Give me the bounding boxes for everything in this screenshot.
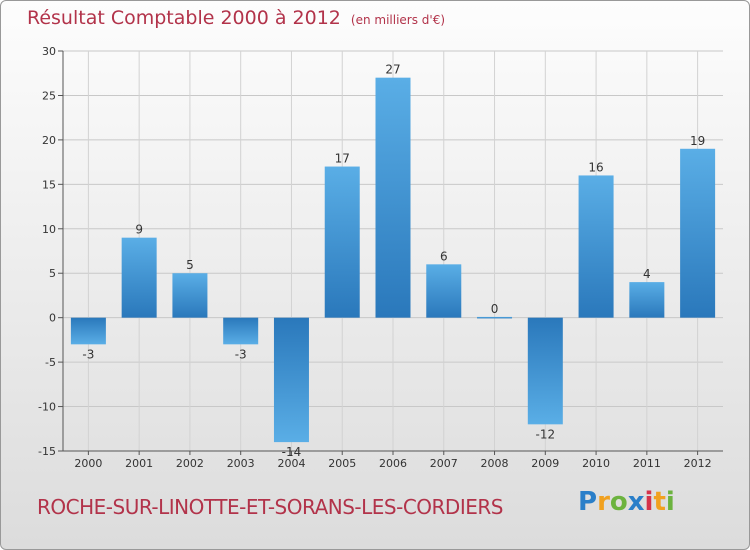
x-tick-label: 2000 <box>74 457 102 470</box>
data-label-2004: -14 <box>282 445 302 459</box>
chart-unit: (en milliers d'€) <box>350 13 446 27</box>
x-tick-label: 2005 <box>328 457 356 470</box>
bar-2009 <box>527 317 563 425</box>
data-label-2010: 16 <box>588 160 603 174</box>
commune-name: ROCHE-SUR-LINOTTE-ET-SORANS-LES-CORDIERS <box>37 495 503 519</box>
y-tick-label: 20 <box>42 134 56 147</box>
data-label-2008: 0 <box>491 302 499 316</box>
bar-2001 <box>121 237 157 318</box>
y-tick-label: 5 <box>49 267 56 280</box>
data-label-2005: 17 <box>335 152 350 166</box>
data-label-2011: 4 <box>643 267 651 281</box>
logo-letter: o <box>609 487 628 517</box>
bar-2000 <box>70 317 106 345</box>
labels-group: -3 9 5 -3 -14 17 27 6 0 -12 16 4 19 <box>82 63 705 459</box>
logo-letter: P <box>578 487 598 517</box>
logo-letter: i <box>644 487 654 517</box>
y-tick-label: 25 <box>42 89 56 102</box>
y-tick-label: 15 <box>42 178 56 191</box>
bars-group <box>70 77 716 443</box>
bar-2012 <box>680 148 716 318</box>
data-label-2009: -12 <box>536 427 556 441</box>
chart-title: Résultat Comptable 2000 à 2012 (en millie… <box>27 7 445 29</box>
x-tick-label: 2009 <box>531 457 559 470</box>
y-tick-label: -5 <box>45 356 56 369</box>
bar-2011 <box>629 282 665 318</box>
y-tick-label: 30 <box>42 45 56 58</box>
y-tick-label: 10 <box>42 223 56 236</box>
logo-letter: i <box>665 487 675 517</box>
bar-2002 <box>172 273 208 318</box>
data-label-2003: -3 <box>235 347 247 361</box>
bar-2003 <box>223 317 259 345</box>
bar-2004 <box>273 317 309 443</box>
data-label-2012: 19 <box>690 134 705 148</box>
x-tick-label: 2007 <box>430 457 458 470</box>
y-tick-label: 0 <box>49 312 56 325</box>
x-tick-label: 2002 <box>176 457 204 470</box>
data-label-2007: 6 <box>440 249 448 263</box>
bar-2010 <box>578 175 614 318</box>
x-tick-label: 2010 <box>582 457 610 470</box>
y-tick-label: -10 <box>38 401 56 414</box>
bar-2008 <box>477 316 513 319</box>
logo-letter: t <box>653 487 666 517</box>
x-tick-label: 2012 <box>684 457 712 470</box>
x-tick-label: 2011 <box>633 457 661 470</box>
data-label-2000: -3 <box>82 347 94 361</box>
data-label-2002: 5 <box>186 258 194 272</box>
data-label-2006: 27 <box>385 63 400 77</box>
logo-letter: r <box>597 487 610 517</box>
axes: -15 -10 -5 0 5 10 15 20 25 30 2000 2001 2002 2003 2004… <box>38 45 723 470</box>
chart-title-text: Résultat Comptable 2000 à 2012 <box>27 7 341 29</box>
logo-letter: x <box>627 487 645 517</box>
proxiti-logo[interactable]: Proxiti <box>578 487 675 517</box>
bar-2006 <box>375 77 411 318</box>
y-tick-label: -15 <box>38 445 56 458</box>
bar-2005 <box>324 166 360 318</box>
bar-2007 <box>426 264 462 318</box>
x-tick-label: 2008 <box>481 457 509 470</box>
x-tick-label: 2006 <box>379 457 407 470</box>
x-tick-label: 2004 <box>277 457 305 470</box>
x-tick-label: 2001 <box>125 457 153 470</box>
data-label-2001: 9 <box>135 223 143 237</box>
x-tick-label: 2003 <box>227 457 255 470</box>
